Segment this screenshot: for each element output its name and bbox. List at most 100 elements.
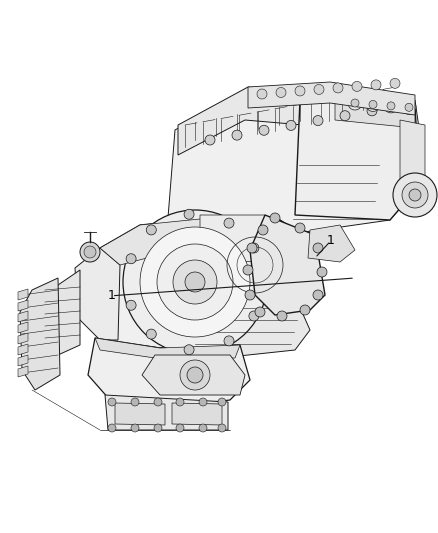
Polygon shape xyxy=(115,403,165,425)
Circle shape xyxy=(108,398,116,406)
Circle shape xyxy=(277,311,287,321)
Polygon shape xyxy=(295,100,420,220)
Circle shape xyxy=(154,398,162,406)
Polygon shape xyxy=(18,333,28,344)
Circle shape xyxy=(187,367,203,383)
Circle shape xyxy=(224,218,234,228)
Circle shape xyxy=(367,106,377,116)
Polygon shape xyxy=(185,285,310,358)
Circle shape xyxy=(314,84,324,94)
Circle shape xyxy=(205,135,215,145)
Polygon shape xyxy=(95,338,240,358)
Circle shape xyxy=(270,213,280,223)
Polygon shape xyxy=(18,322,28,333)
Circle shape xyxy=(300,305,310,315)
Circle shape xyxy=(140,227,250,337)
Polygon shape xyxy=(142,355,245,395)
Circle shape xyxy=(185,272,205,292)
Circle shape xyxy=(405,103,413,111)
Polygon shape xyxy=(165,90,420,260)
Circle shape xyxy=(402,182,428,208)
Polygon shape xyxy=(335,97,415,128)
Polygon shape xyxy=(200,215,270,265)
Circle shape xyxy=(402,100,416,114)
Polygon shape xyxy=(18,289,28,300)
Circle shape xyxy=(199,398,207,406)
Circle shape xyxy=(317,267,327,277)
Circle shape xyxy=(243,265,253,275)
Polygon shape xyxy=(75,218,315,348)
Circle shape xyxy=(157,244,233,320)
Polygon shape xyxy=(400,120,425,195)
Circle shape xyxy=(131,398,139,406)
Circle shape xyxy=(352,82,362,91)
Circle shape xyxy=(333,83,343,93)
Circle shape xyxy=(295,86,305,96)
Circle shape xyxy=(123,210,267,354)
Circle shape xyxy=(313,290,323,300)
Circle shape xyxy=(126,254,136,264)
Polygon shape xyxy=(88,338,250,408)
Circle shape xyxy=(176,424,184,432)
Circle shape xyxy=(249,311,259,321)
Circle shape xyxy=(369,100,377,108)
Polygon shape xyxy=(105,395,228,430)
Circle shape xyxy=(176,398,184,406)
Polygon shape xyxy=(20,278,60,390)
Circle shape xyxy=(184,345,194,355)
Text: 1: 1 xyxy=(327,235,335,247)
Circle shape xyxy=(259,125,269,135)
Circle shape xyxy=(199,424,207,432)
Polygon shape xyxy=(18,300,28,311)
Circle shape xyxy=(232,130,242,140)
Circle shape xyxy=(218,398,226,406)
Circle shape xyxy=(257,89,267,99)
Circle shape xyxy=(131,424,139,432)
Polygon shape xyxy=(178,87,420,155)
Polygon shape xyxy=(248,82,415,115)
Polygon shape xyxy=(75,248,120,340)
Polygon shape xyxy=(172,403,222,425)
Circle shape xyxy=(286,120,296,131)
Polygon shape xyxy=(100,218,310,265)
Circle shape xyxy=(245,290,255,300)
Circle shape xyxy=(371,80,381,90)
Circle shape xyxy=(393,173,437,217)
Circle shape xyxy=(80,242,100,262)
Circle shape xyxy=(409,189,421,201)
Circle shape xyxy=(180,360,210,390)
Circle shape xyxy=(126,300,136,310)
Circle shape xyxy=(390,78,400,88)
Circle shape xyxy=(255,307,265,317)
Circle shape xyxy=(295,223,305,233)
Polygon shape xyxy=(308,225,355,262)
Polygon shape xyxy=(250,215,325,315)
Circle shape xyxy=(247,243,257,253)
Circle shape xyxy=(173,260,217,304)
Circle shape xyxy=(84,246,96,258)
Polygon shape xyxy=(265,220,320,295)
Polygon shape xyxy=(18,355,28,366)
Text: 1: 1 xyxy=(108,289,116,302)
Circle shape xyxy=(384,99,398,113)
Circle shape xyxy=(313,243,323,253)
Polygon shape xyxy=(18,366,28,377)
Circle shape xyxy=(146,329,156,339)
Polygon shape xyxy=(18,311,28,322)
Circle shape xyxy=(258,225,268,235)
Circle shape xyxy=(366,98,380,111)
Circle shape xyxy=(184,209,194,219)
Polygon shape xyxy=(18,344,28,355)
Circle shape xyxy=(108,424,116,432)
Circle shape xyxy=(351,99,359,107)
Circle shape xyxy=(348,96,362,110)
Circle shape xyxy=(218,424,226,432)
Circle shape xyxy=(224,336,234,346)
Circle shape xyxy=(313,116,323,126)
Polygon shape xyxy=(43,270,80,355)
Circle shape xyxy=(146,225,156,235)
Circle shape xyxy=(387,102,395,110)
Circle shape xyxy=(154,424,162,432)
Circle shape xyxy=(276,87,286,98)
Circle shape xyxy=(249,243,259,253)
